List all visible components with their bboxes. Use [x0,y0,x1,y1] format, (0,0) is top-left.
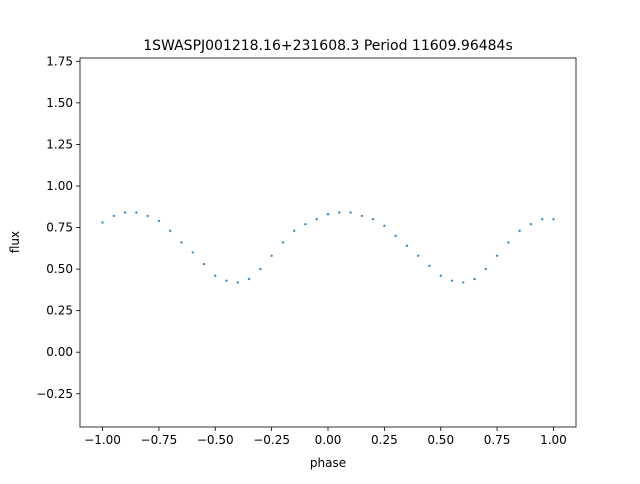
data-point [552,218,555,221]
data-point [405,244,409,248]
x-tick-label: −1.00 [84,433,121,447]
y-tick-label: 0.50 [46,262,73,276]
x-axis-label: phase [310,456,346,470]
data-point [439,274,442,277]
y-tick-label: 1.50 [46,96,73,110]
y-tick-label: 0.25 [46,304,73,318]
y-tick-label: 1.25 [46,137,73,151]
data-point [168,229,172,233]
data-point [540,218,544,221]
x-tick-label: −0.50 [197,433,234,447]
y-tick-label: 0.00 [46,345,73,359]
data-point [101,221,104,224]
data-point [416,254,420,257]
data-point [462,281,465,284]
data-point [507,241,510,244]
data-points-layer [101,211,555,284]
y-tick-label: 1.00 [46,179,73,193]
data-point [112,214,116,218]
data-point [394,234,397,238]
data-point [371,218,375,221]
data-point [326,213,330,216]
data-point [450,279,454,282]
data-point [360,214,364,218]
y-tick-label: 1.75 [46,54,73,68]
x-tick-label: 0.50 [427,433,454,447]
data-point [202,262,206,266]
x-tick-label: 0.75 [484,433,511,447]
data-point [281,241,285,244]
x-tick-label: 0.25 [371,433,398,447]
x-tick-label: 1.00 [540,433,567,447]
data-point [428,264,431,267]
y-axis-label: flux [8,231,22,253]
chart-title: 1SWASPJ001218.16+231608.3 Period 11609.9… [143,38,513,54]
data-point [247,277,251,281]
data-point [270,254,273,257]
data-point [529,223,533,226]
x-tick-label: 0.00 [315,433,342,447]
data-point [180,241,183,244]
data-point [259,267,262,271]
y-tick-label: 0.75 [46,221,73,235]
data-point [383,224,386,228]
data-point [518,229,521,233]
data-point [495,254,499,257]
data-point [484,267,488,271]
y-tick-label: −0.25 [36,387,73,401]
data-point [292,229,296,233]
data-point [315,218,318,221]
x-tick-label: −0.25 [253,433,290,447]
data-point [304,223,307,226]
data-point [338,211,341,214]
data-point [123,211,127,214]
data-point [214,274,217,277]
data-point [191,251,194,254]
data-point [146,214,149,218]
data-point [236,281,240,284]
data-point [349,211,352,214]
y-axis-ticks: −0.25 0.00 0.25 0.50 0.75 1.00 1.25 1.50 1.75 [36,54,80,401]
data-point [135,211,138,214]
x-axis-ticks: −1.00 −0.75 −0.50 −0.25 0.00 0.25 0.50 0.75 1.00 [84,427,567,447]
data-point [225,279,228,282]
data-point [157,219,161,223]
x-tick-label: −0.75 [141,433,178,447]
data-point [473,277,476,281]
